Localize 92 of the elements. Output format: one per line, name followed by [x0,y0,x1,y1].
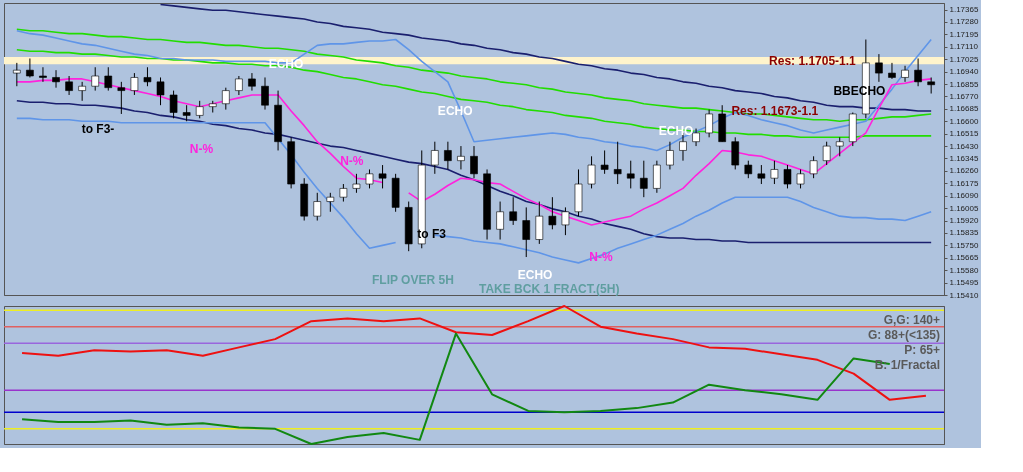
candlestick [104,66,113,92]
candlestick [770,160,779,185]
candlestick [522,206,531,258]
candlestick [809,155,818,179]
candlestick [509,196,517,226]
candlestick [117,81,126,115]
candlestick [78,81,86,102]
annotation: BBECHO [833,83,886,98]
candlestick [365,168,374,189]
y-tick-label: 1.16515 [949,129,979,139]
candlestick [822,141,831,166]
candlestick [457,145,465,170]
candlestick [222,87,230,111]
y-tick-label: 1.16260 [949,166,979,176]
candlestick [378,164,387,189]
candlestick [783,164,792,189]
candlestick [535,201,544,245]
y-tick-label: 1.17025 [949,54,979,64]
annotation: P: 65+ [904,343,940,357]
candlestick [352,173,361,194]
y-tick-label: 1.15920 [949,216,979,226]
candlestick [875,53,883,83]
candlestick [587,155,596,189]
candlestick [796,168,805,189]
candlestick [39,66,47,83]
candlestick [91,66,100,92]
candlestick [65,75,73,96]
annotation: N-% [589,250,613,265]
y-tick-label: 1.17280 [949,17,979,27]
y-tick-label: 1.15835 [949,228,979,238]
annotation: ECHO [517,267,553,282]
annotation: G,G: 140+ [883,313,940,327]
candlestick [901,65,909,83]
candlestick [640,160,648,198]
line-series [16,28,932,123]
candlestick [888,62,896,80]
candlestick [13,62,21,87]
y-tick-label: 1.16685 [949,104,979,114]
y-tick-label: 1.16175 [949,178,979,188]
annotation: TAKE BCK 1 FRACT.(5H) [478,282,620,297]
candlestick [757,164,766,185]
candlestick [731,136,740,170]
y-tick-label: 1.16430 [949,141,979,151]
y-tick-label: 1.16855 [949,79,979,89]
candlestick [313,192,322,222]
y-tick-label: 1.17365 [949,5,979,15]
candlestick [169,90,178,119]
candlestick [835,136,844,157]
y-tick-label: 1.15665 [949,253,979,263]
y-tick-label: 1.16600 [949,116,979,126]
annotation: G: 88+(<135) [867,328,940,342]
candlestick [600,149,609,175]
candlestick [653,160,661,194]
candlestick [130,72,139,96]
y-tick-label: 1.17110 [949,42,979,52]
candlestick [613,141,622,185]
annotation: N-% [189,142,214,156]
y-tick-label: 1.15580 [949,265,979,275]
y-tick-label: 1.15495 [949,278,979,288]
candlestick [261,76,269,111]
candlestick [248,72,256,92]
candlestick [326,192,335,213]
candlestick [548,196,557,230]
candlestick [626,160,635,189]
line-series [16,100,932,244]
annotation: to F3- [81,121,115,136]
y-tick-label: 1.17195 [949,29,979,39]
annotation: to F3 [417,226,447,241]
candlestick [705,109,713,138]
candlestick [431,141,439,175]
candlestick [143,66,152,87]
annotation: N-% [340,153,364,168]
candlestick [470,145,478,179]
y-tick-label: 1.16940 [949,67,979,77]
candlestick [52,69,60,89]
y-tick-label: 1.16090 [949,191,979,201]
annotation: Res: 1.1705-1.1 [769,54,857,69]
candlestick [666,141,674,170]
candlestick [561,206,570,236]
line-series [16,29,932,152]
y-tick-label: 1.16345 [949,153,979,163]
candlestick [156,76,165,106]
y-tick-label: 1.15410 [949,290,979,300]
y-tick-label: 1.15750 [949,240,979,250]
candlestick [914,57,922,87]
candlestick [235,75,243,96]
annotation: FLIP OVER 5H [372,273,454,288]
candlestick [496,201,504,241]
annotation: ECHO [268,57,304,72]
candlestick [444,141,452,170]
y-tick-label: 1.16005 [949,203,979,213]
y-tick-label: 1.16770 [949,91,979,101]
